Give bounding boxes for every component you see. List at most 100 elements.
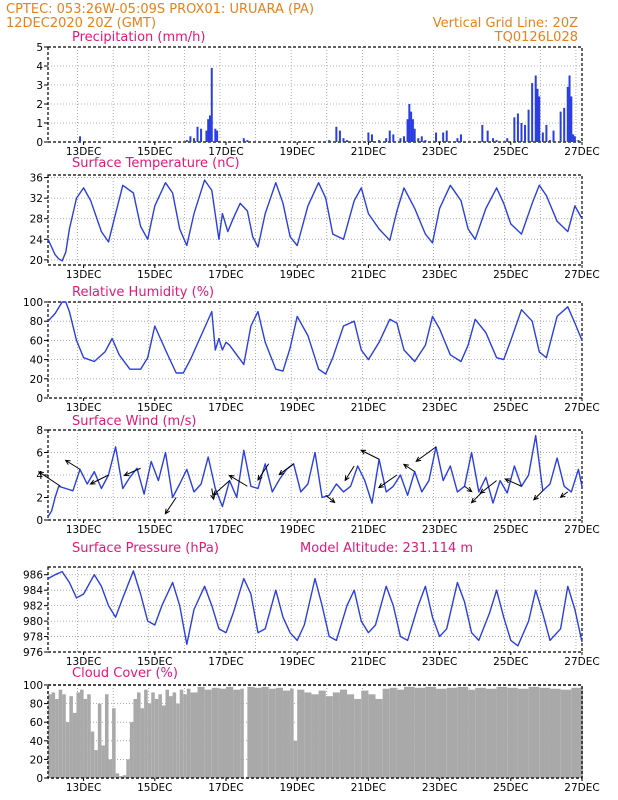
cloud-bar [517,688,529,778]
precip-bar [189,136,192,142]
wind-arrow [164,497,177,515]
cloud-bar [254,687,262,778]
precip-bar [346,140,349,142]
wind-arrow [415,446,437,462]
temp-xtick-label: 13DEC [66,269,101,281]
cloud-bar [83,698,88,778]
cloud-ytick-label: 40 [30,736,43,748]
precip-bar [370,134,373,142]
cloud-bar [261,686,269,778]
precip-bar [570,96,573,142]
cloud-bar [446,687,458,778]
cloud-ytick-label: 80 [30,699,43,711]
precip-frame [47,46,583,143]
precip-bar [536,88,539,142]
cloud-bar [211,687,219,778]
temp-ytick-label: 24 [30,234,44,246]
cloud-bar [560,689,572,778]
cloud-ytick-label: 0 [36,773,43,785]
cloud-ytick-label: 60 [30,717,43,729]
cloud-xtick-label: 19DEC [279,782,314,794]
temp-series-line [47,179,583,262]
cloud-bar [158,694,162,778]
cloud-bar [169,696,173,778]
temp-ytick-label: 32 [30,193,43,205]
cloud-ytick-label: 100 [23,680,43,692]
precip-bar [566,86,569,142]
rh-xtick-label: 27DEC [564,402,599,414]
precip-bar [420,136,423,142]
precip-bar [403,136,405,142]
press-ytick-label: 980 [23,616,43,628]
temp-xtick-label: 19DEC [279,269,314,281]
precip-bar [459,134,462,142]
precip-bar [524,124,527,142]
wind-frame [47,429,583,521]
press-xtick-label: 13DEC [66,656,101,668]
cloud-bar [147,703,152,778]
precip-bar [568,75,571,142]
cloud-bar [347,694,355,778]
precip-bar [534,75,537,142]
temp-xtick-label: 27DEC [564,269,599,281]
press-ytick-label: 978 [23,632,43,644]
precip-bar [367,132,370,142]
cloud-title: Cloud Cover (%) [72,666,178,681]
cloud-bar [186,688,191,778]
cloud-bar [226,686,234,778]
cloud-bar [137,692,141,778]
cloud-bar [475,687,486,778]
temp-xtick-label: 23DEC [422,269,457,281]
cloud-bar [165,689,170,778]
cloud-bar [72,712,77,778]
cloud-bar [90,731,95,778]
precip-bar [406,119,409,142]
rh-ytick-label: 60 [30,335,43,347]
wind-xtick-label: 13DEC [66,524,101,536]
temp-ytick-label: 20 [30,255,43,267]
precip-title: Precipitation (mm/h) [72,30,205,45]
wind-arrow [464,485,473,493]
precip-bar [486,130,489,142]
precip-bar [216,130,219,142]
cloud-bar [122,775,127,778]
precip-panel: Precipitation (mm/h) 0 1 2 3 4 5 13DEC 15DEC 17DE… [36,30,599,158]
precip-bar [563,107,566,142]
temp-panel: Surface Temperature (nC) 20 24 28 32 36 13DEC 1… [30,156,600,281]
precip-bar [385,138,388,142]
cloud-bar [361,690,369,778]
precip-bar [242,138,245,142]
cloud-bar [119,776,123,778]
precip-bar [531,83,534,142]
press-xtick-label: 23DEC [422,656,457,668]
wind-arrow [559,491,569,498]
precip-bar [214,128,217,142]
cloud-ytick-label: 20 [30,754,43,766]
precip-bar [435,132,438,142]
precip-bar [548,140,551,142]
wind-arrow [37,471,61,487]
cloud-bar [55,698,59,778]
cloud-bar [382,688,390,778]
wind-series-line [47,434,583,517]
cloud-bar [151,692,155,778]
precip-ytick-label: 0 [36,137,43,149]
precip-bar [413,128,416,142]
precip-xtick-label: 25DEC [493,146,528,158]
wind-arrow [402,463,415,473]
cloud-bar [176,703,180,778]
precip-bar [456,138,459,142]
cloud-bar [507,687,518,778]
cloud-bar [179,689,184,778]
header-date: 12DEC2020 20Z (GMT) [6,16,156,31]
cloud-bar [549,688,561,778]
cloud-xtick-label: 17DEC [208,782,243,794]
wind-xtick-label: 21DEC [351,524,386,536]
header-grid-note: Vertical Grid Line: 20Z [433,16,578,31]
press-xtick-label: 25DEC [493,656,528,668]
cloud-xtick-label: 21DEC [351,782,386,794]
precip-bar [342,138,345,142]
precip-bar [573,136,576,142]
cloud-bar [297,689,305,778]
